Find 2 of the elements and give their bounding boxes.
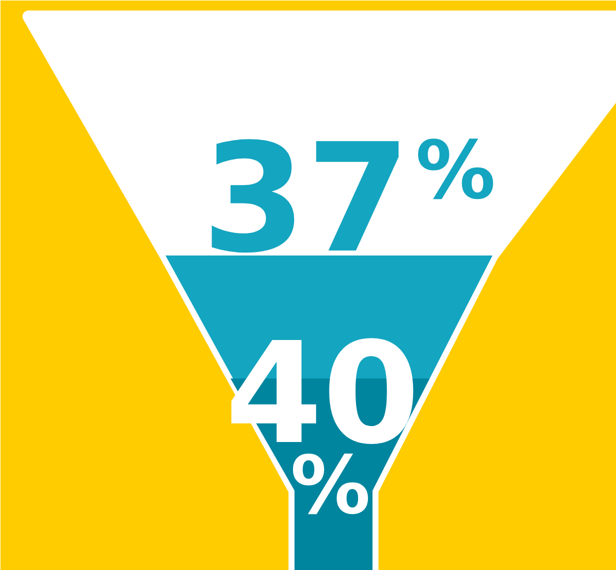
data-label: 40% xyxy=(225,313,420,532)
data-label: 37% xyxy=(202,112,496,286)
